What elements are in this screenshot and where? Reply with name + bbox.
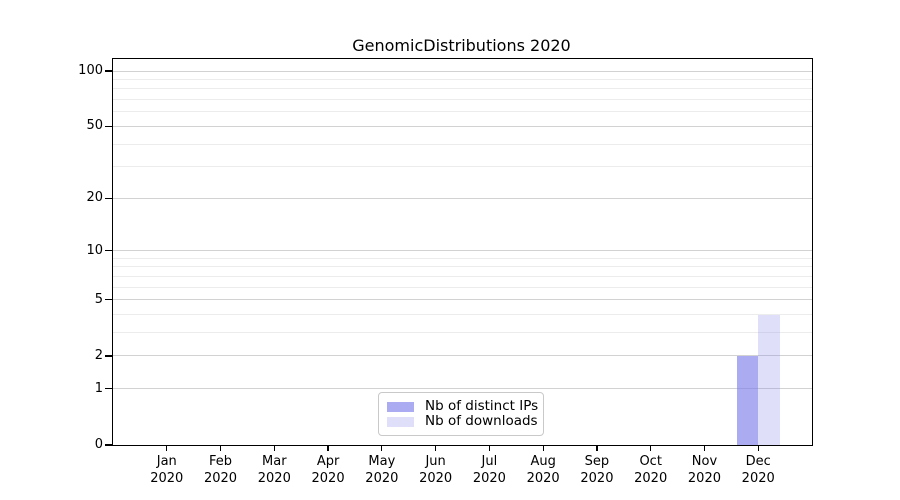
legend-entry-distinct-ips: Nb of distinct IPs xyxy=(387,398,539,414)
y-tick-label-100: 100 xyxy=(78,63,103,78)
y-gridline-minor-90 xyxy=(113,78,812,80)
x-tick-oct xyxy=(650,445,652,451)
y-gridline-1 xyxy=(113,388,812,390)
x-tick-label-jul: Jul 2020 xyxy=(457,454,521,487)
x-tick-month: Mar xyxy=(262,454,287,469)
x-tick-month: Dec xyxy=(745,454,771,469)
x-tick-year: 2020 xyxy=(472,470,506,486)
y-tick-label-0: 0 xyxy=(94,437,103,452)
x-tick-label-mar: Mar 2020 xyxy=(242,454,306,487)
x-tick-feb xyxy=(219,445,222,451)
x-tick-month: Apr xyxy=(316,454,340,469)
x-tick-month: Feb xyxy=(209,454,233,469)
y-gridline-minor-60 xyxy=(113,111,812,113)
y-gridline-minor-40 xyxy=(113,143,812,145)
x-tick-year: 2020 xyxy=(634,470,668,486)
x-tick-month: Oct xyxy=(639,454,662,469)
x-tick-year: 2020 xyxy=(150,470,184,486)
y-tick-label-1: 1 xyxy=(94,380,103,396)
x-tick-year: 2020 xyxy=(365,470,399,486)
x-tick-may xyxy=(381,445,383,451)
y-tick-label-5: 5 xyxy=(94,291,103,307)
y-tick-1 xyxy=(105,388,112,390)
x-tick-sep xyxy=(596,445,598,451)
y-gridline-10 xyxy=(113,250,812,252)
x-tick-month: May xyxy=(368,454,396,469)
y-gridline-minor-8 xyxy=(113,266,812,268)
legend-swatch-downloads xyxy=(387,416,414,427)
x-tick-month: Jan xyxy=(156,454,177,469)
bar-nb-of-distinct-ips-dec xyxy=(736,355,759,445)
y-gridline-minor-70 xyxy=(113,99,812,101)
x-tick-label-apr: Apr 2020 xyxy=(296,454,360,487)
x-tick-month: Jul xyxy=(481,454,498,469)
x-tick-apr xyxy=(327,445,329,451)
x-tick-month: Jun xyxy=(425,454,446,469)
y-gridline-minor-9 xyxy=(113,257,812,259)
y-gridline-minor-80 xyxy=(113,88,812,90)
x-tick-mar xyxy=(273,445,275,451)
y-gridline-5 xyxy=(113,299,812,301)
x-tick-month: Sep xyxy=(584,454,610,469)
legend: Nb of distinct IPs Nb of downloads xyxy=(378,392,544,436)
y-gridline-50 xyxy=(113,125,812,127)
chart-title: GenomicDistributions 2020 xyxy=(352,36,571,55)
x-tick-jul xyxy=(488,445,490,451)
y-gridline-100 xyxy=(113,70,812,72)
x-tick-label-may: May 2020 xyxy=(350,454,414,487)
x-tick-label-dec: Dec 2020 xyxy=(726,454,790,487)
y-tick-50 xyxy=(105,125,112,127)
y-tick-10 xyxy=(105,250,112,252)
y-tick-5 xyxy=(105,299,112,301)
y-gridline-minor-7 xyxy=(113,275,812,277)
x-tick-label-jun: Jun 2020 xyxy=(404,454,468,487)
x-tick-year: 2020 xyxy=(419,470,453,486)
x-tick-label-sep: Sep 2020 xyxy=(565,454,629,487)
x-tick-year: 2020 xyxy=(526,470,560,486)
y-gridline-minor-6 xyxy=(113,286,812,288)
x-tick-year: 2020 xyxy=(580,470,614,486)
y-tick-label-50: 50 xyxy=(86,118,103,134)
y-tick-20 xyxy=(105,197,112,199)
legend-label-downloads: Nb of downloads xyxy=(425,413,538,429)
y-tick-0 xyxy=(105,444,112,446)
y-tick-label-20: 20 xyxy=(86,190,103,206)
plot-area: 0 1 2 5 10 20 50 100 Jan 2020 Feb 2020 Mar 2020 Apr 202… xyxy=(78,58,813,486)
x-tick-year: 2020 xyxy=(203,470,238,486)
x-tick-label-feb: Feb 2020 xyxy=(189,454,253,487)
y-tick-100 xyxy=(105,70,112,72)
x-tick-jan xyxy=(166,445,168,451)
x-tick-year: 2020 xyxy=(311,470,345,486)
y-gridline-2 xyxy=(113,355,812,357)
x-tick-dec xyxy=(757,445,759,451)
y-gridline-minor-4 xyxy=(113,314,812,316)
x-tick-month: Aug xyxy=(530,454,556,469)
y-tick-label-10: 10 xyxy=(86,242,103,258)
legend-swatch-distinct-ips xyxy=(387,401,414,412)
x-tick-label-aug: Aug 2020 xyxy=(511,454,575,487)
y-gridline-minor-3 xyxy=(113,332,812,334)
bar-nb-of-downloads-dec xyxy=(758,314,780,445)
x-tick-year: 2020 xyxy=(741,470,775,486)
x-tick-jun xyxy=(435,445,437,451)
x-tick-month: Nov xyxy=(691,454,718,469)
x-tick-label-jan: Jan 2020 xyxy=(135,454,199,487)
y-tick-label-2: 2 xyxy=(94,347,103,363)
y-gridline-minor-30 xyxy=(113,166,812,168)
y-tick-2 xyxy=(105,355,112,357)
legend-label-distinct-ips: Nb of distinct IPs xyxy=(425,398,539,414)
x-tick-year: 2020 xyxy=(257,470,291,486)
x-tick-nov xyxy=(703,445,706,451)
x-tick-aug xyxy=(542,445,544,451)
x-tick-year: 2020 xyxy=(687,470,721,486)
x-tick-label-oct: Oct 2020 xyxy=(619,454,683,487)
y-gridline-20 xyxy=(113,197,812,199)
legend-entry-downloads: Nb of downloads xyxy=(387,413,538,429)
x-tick-label-nov: Nov 2020 xyxy=(672,454,736,487)
